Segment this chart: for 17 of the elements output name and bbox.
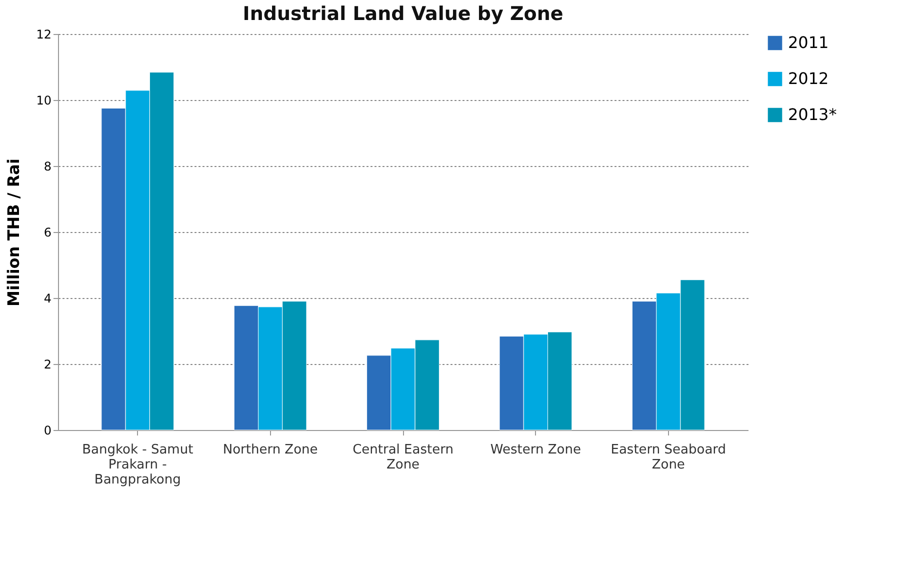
y-tick-label: 8 — [44, 160, 52, 174]
chart-title: Industrial Land Value by Zone — [242, 3, 564, 25]
x-tick-label: Western Zone — [490, 442, 581, 458]
y-axis-title: Million THB / Rai — [4, 158, 24, 306]
legend-label: 2013* — [788, 105, 837, 124]
x-tick-label: Central Eastern Zone — [352, 442, 454, 472]
x-tick-label: Bangkok - Samut Prakarn - Bangprakong — [82, 442, 194, 488]
y-tick-label: 0 — [44, 424, 52, 438]
y-tick-label: 4 — [44, 292, 52, 306]
y-tick-label: 12 — [36, 28, 52, 42]
x-tick-label: Northern Zone — [222, 442, 318, 458]
legend-label: 2012 — [788, 69, 829, 88]
legend-label: 2011 — [788, 33, 829, 52]
y-tick-label: 10 — [36, 94, 52, 108]
y-tick-label: 2 — [44, 358, 52, 372]
y-tick-label: 6 — [44, 226, 52, 240]
x-tick-label: Eastern Seaboard Zone — [610, 442, 726, 472]
